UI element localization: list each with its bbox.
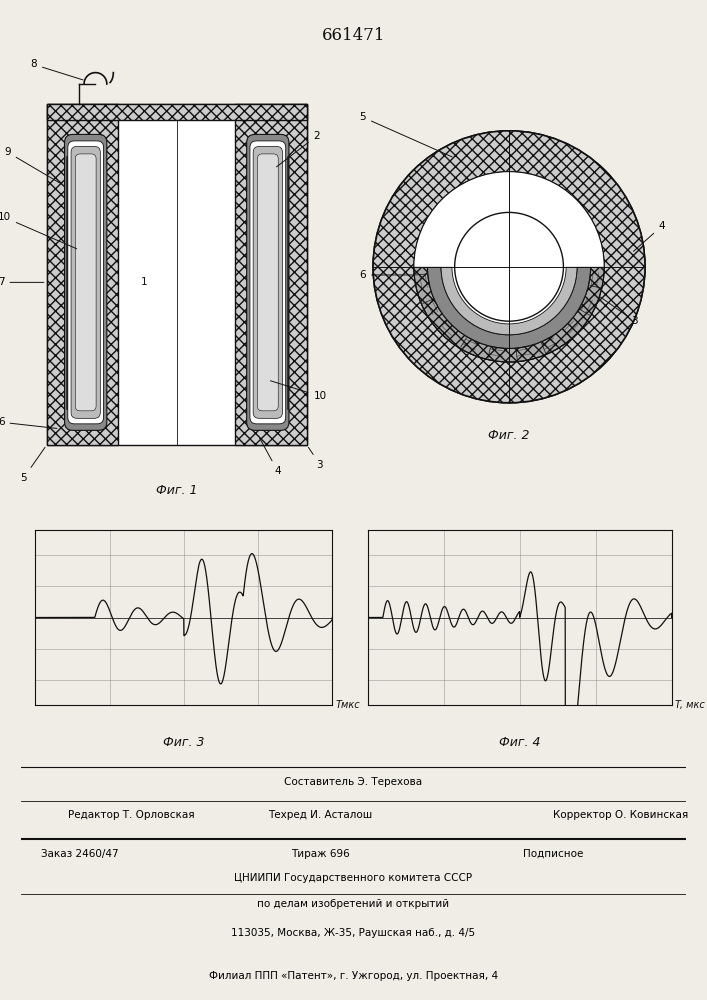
Text: 10: 10 (0, 212, 76, 249)
Text: по делам изобретений и открытий: по делам изобретений и открытий (257, 899, 450, 909)
Text: 10: 10 (271, 381, 327, 401)
Text: 1: 1 (141, 277, 148, 287)
Text: 113035, Москва, Ж-35, Раушская наб., д. 4/5: 113035, Москва, Ж-35, Раушская наб., д. … (231, 928, 476, 938)
Text: Фиг. 3: Фиг. 3 (163, 736, 204, 750)
Text: Фиг. 4: Фиг. 4 (499, 736, 540, 750)
Text: Tмкс: Tмкс (335, 700, 360, 710)
FancyBboxPatch shape (71, 146, 100, 418)
FancyBboxPatch shape (75, 154, 96, 411)
Text: Техред И. Асталош: Техред И. Асталош (268, 810, 373, 820)
Text: Фиг. 1: Фиг. 1 (156, 484, 197, 497)
FancyBboxPatch shape (68, 141, 104, 424)
Circle shape (373, 131, 645, 403)
Text: 6: 6 (359, 270, 438, 280)
Text: 4: 4 (259, 438, 281, 476)
Circle shape (373, 131, 645, 403)
Wedge shape (414, 267, 604, 362)
Text: 7: 7 (0, 277, 44, 287)
Text: 4: 4 (633, 221, 665, 251)
Text: ЦНИИПИ Государственного комитета СССР: ЦНИИПИ Государственного комитета СССР (235, 873, 472, 883)
Text: 2: 2 (276, 131, 320, 167)
Text: Филиал ППП «Патент», г. Ужгород, ул. Проектная, 4: Филиал ППП «Патент», г. Ужгород, ул. Про… (209, 971, 498, 981)
Text: 661471: 661471 (322, 26, 385, 43)
Polygon shape (235, 104, 307, 445)
Text: Составитель Э. Терехова: Составитель Э. Терехова (284, 777, 423, 787)
Text: T, мкс: T, мкс (674, 700, 704, 710)
Text: 6: 6 (0, 417, 57, 428)
Text: Подписное: Подписное (522, 849, 583, 859)
Text: 3: 3 (308, 447, 323, 470)
FancyBboxPatch shape (257, 154, 279, 411)
Text: 8: 8 (30, 59, 83, 80)
Text: Заказ 2460/47: Заказ 2460/47 (41, 849, 119, 859)
Text: Фиг. 2: Фиг. 2 (489, 429, 530, 442)
FancyBboxPatch shape (253, 146, 283, 418)
Circle shape (455, 212, 563, 321)
Text: 3: 3 (598, 296, 638, 326)
FancyBboxPatch shape (250, 141, 286, 424)
Text: Тираж 696: Тираж 696 (291, 849, 350, 859)
FancyBboxPatch shape (247, 134, 289, 430)
Wedge shape (441, 267, 577, 335)
Polygon shape (47, 104, 118, 445)
Text: 5: 5 (359, 112, 452, 157)
Text: Корректор О. Ковинская: Корректор О. Ковинская (553, 810, 688, 820)
Text: Редактор Т. Орловская: Редактор Т. Орловская (68, 810, 194, 820)
Text: 9: 9 (4, 147, 61, 183)
Circle shape (414, 172, 604, 362)
FancyBboxPatch shape (64, 134, 107, 430)
Polygon shape (47, 104, 307, 120)
Polygon shape (47, 104, 307, 445)
Wedge shape (428, 267, 590, 348)
Text: 5: 5 (21, 447, 45, 483)
Wedge shape (414, 172, 604, 267)
